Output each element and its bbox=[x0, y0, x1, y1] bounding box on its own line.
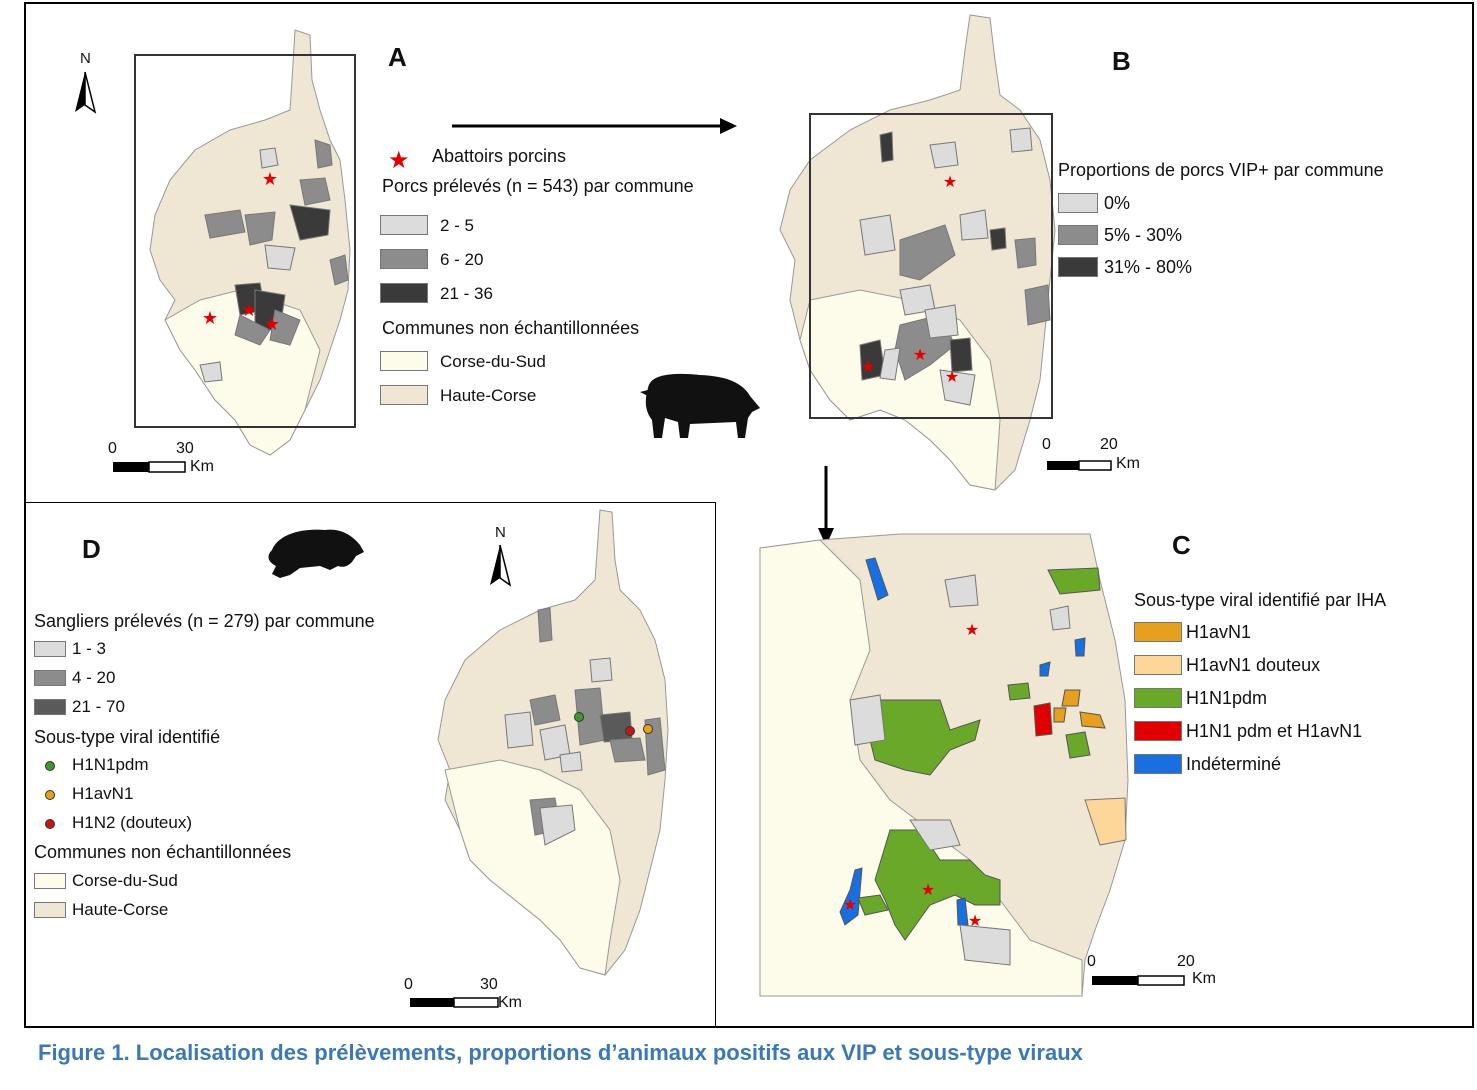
legend-label-a-3: 21 - 36 bbox=[440, 284, 493, 303]
scale-start-b: 0 bbox=[1042, 436, 1051, 453]
legend-swatch-a-3 bbox=[380, 283, 428, 303]
panel-letter-c: C bbox=[1172, 530, 1191, 560]
svg-text:★: ★ bbox=[965, 622, 979, 639]
region-swatch-a-2 bbox=[380, 385, 428, 405]
scale-start-c: 0 bbox=[1087, 953, 1096, 970]
legend-label-c-1: H1avN1 bbox=[1186, 622, 1252, 642]
legend-label-c-3: H1N1pdm bbox=[1186, 688, 1268, 708]
subtype-dot-d-1 bbox=[45, 761, 55, 771]
svg-text:★: ★ bbox=[943, 174, 957, 191]
region-label-a-1: Corse-du-Sud bbox=[440, 352, 546, 371]
subtype-dot-d-2 bbox=[45, 790, 55, 800]
legend-title-a: Porcs prélevés (n = 543) par commune bbox=[382, 176, 694, 196]
region-label-d-1: Corse-du-Sud bbox=[72, 871, 178, 890]
legend-label-c-5: Indéterminé bbox=[1186, 754, 1282, 774]
legend-swatch-c-5 bbox=[1134, 754, 1182, 774]
scale-start-d: 0 bbox=[404, 976, 413, 993]
legend-label-d-3: 21 - 70 bbox=[72, 697, 125, 716]
legend-swatch-d-2 bbox=[34, 670, 66, 686]
legend-swatch-c-4 bbox=[1134, 721, 1182, 741]
legend-title-d: Sangliers prélevés (n = 279) par commune bbox=[34, 611, 375, 631]
scale-end-a: 30 bbox=[176, 440, 194, 457]
legend-swatch-c-1 bbox=[1134, 622, 1182, 642]
subtype-label-d-1: H1N1pdm bbox=[72, 755, 149, 774]
region-swatch-a-1 bbox=[380, 351, 428, 371]
legend-swatch-b-1 bbox=[1058, 193, 1098, 213]
region-swatch-d-1 bbox=[34, 873, 66, 889]
subtype-label-d-3: H1N2 (douteux) bbox=[72, 813, 193, 832]
legend-label-d-2: 4 - 20 bbox=[72, 668, 116, 687]
legend-label-a-1: 2 - 5 bbox=[440, 216, 475, 235]
panel-letter-a: A bbox=[388, 42, 407, 72]
scale-end-c: 20 bbox=[1177, 953, 1195, 970]
scale-end-b: 20 bbox=[1100, 436, 1118, 453]
legend-swatch-a-2 bbox=[380, 249, 428, 269]
svg-text:★: ★ bbox=[945, 369, 959, 386]
panel-letter-b: B bbox=[1112, 46, 1131, 76]
unsampled-title-a: Communes non échantillonnées bbox=[382, 318, 640, 338]
legend-label-d-1: 1 - 3 bbox=[72, 639, 107, 658]
legend-title-c: Sous-type viral identifié par IHA bbox=[1134, 590, 1387, 610]
scale-start-a: 0 bbox=[108, 440, 117, 457]
svg-text:★: ★ bbox=[262, 169, 278, 189]
legend-label-b-2: 5% - 30% bbox=[1104, 225, 1183, 245]
legend-label-b-3: 31% - 80% bbox=[1104, 257, 1193, 277]
legend-label-a-2: 6 - 20 bbox=[440, 250, 484, 269]
scale-end-d: 30 bbox=[480, 976, 498, 993]
subtype-title-d: Sous-type viral identifié bbox=[34, 727, 221, 747]
region-label-a-2: Haute-Corse bbox=[440, 386, 537, 405]
panel-letter-d: D bbox=[82, 534, 101, 564]
legend-swatch-b-3 bbox=[1058, 257, 1098, 277]
abattoir-star-icon: ★ bbox=[388, 147, 410, 174]
legend-swatch-c-3 bbox=[1134, 688, 1182, 708]
legend-swatch-d-1 bbox=[34, 641, 66, 657]
legend-swatch-b-2 bbox=[1058, 225, 1098, 245]
figure-caption: Figure 1. Localisation des prélèvements,… bbox=[38, 1040, 1083, 1065]
legend-swatch-c-2 bbox=[1134, 655, 1182, 675]
legend-label-b-1: 0% bbox=[1104, 193, 1131, 213]
legend-title-b: Proportions de porcs VIP+ par commune bbox=[1058, 160, 1384, 180]
region-swatch-d-2 bbox=[34, 902, 66, 918]
panel-d-frame bbox=[24, 502, 716, 1028]
north-label-d: N bbox=[495, 524, 506, 541]
subtype-dot-d-3 bbox=[45, 819, 55, 829]
legend-label-c-2: H1avN1 douteux bbox=[1186, 655, 1321, 675]
legend-swatch-d-3 bbox=[34, 699, 66, 715]
svg-text:★: ★ bbox=[968, 913, 982, 930]
legend-label-c-4: H1N1 pdm et H1avN1 bbox=[1186, 721, 1363, 741]
north-label-a: N bbox=[80, 50, 91, 67]
scale-unit-a: Km bbox=[190, 458, 214, 475]
svg-text:★: ★ bbox=[861, 359, 875, 376]
region-label-d-2: Haute-Corse bbox=[72, 900, 169, 919]
scale-unit-b: Km bbox=[1116, 455, 1140, 472]
unsampled-title-d: Communes non échantillonnées bbox=[34, 842, 292, 862]
svg-text:★: ★ bbox=[921, 882, 935, 899]
svg-text:★: ★ bbox=[843, 897, 857, 914]
svg-text:★: ★ bbox=[264, 314, 280, 334]
scale-unit-c: Km bbox=[1192, 970, 1216, 987]
scale-unit-d: Km bbox=[498, 994, 522, 1011]
svg-text:★: ★ bbox=[913, 347, 927, 364]
abattoir-label: Abattoirs porcins bbox=[432, 146, 567, 166]
svg-text:★: ★ bbox=[202, 308, 218, 328]
svg-text:★: ★ bbox=[241, 300, 257, 320]
legend-swatch-a-1 bbox=[380, 215, 428, 235]
subtype-label-d-2: H1avN1 bbox=[72, 784, 134, 803]
